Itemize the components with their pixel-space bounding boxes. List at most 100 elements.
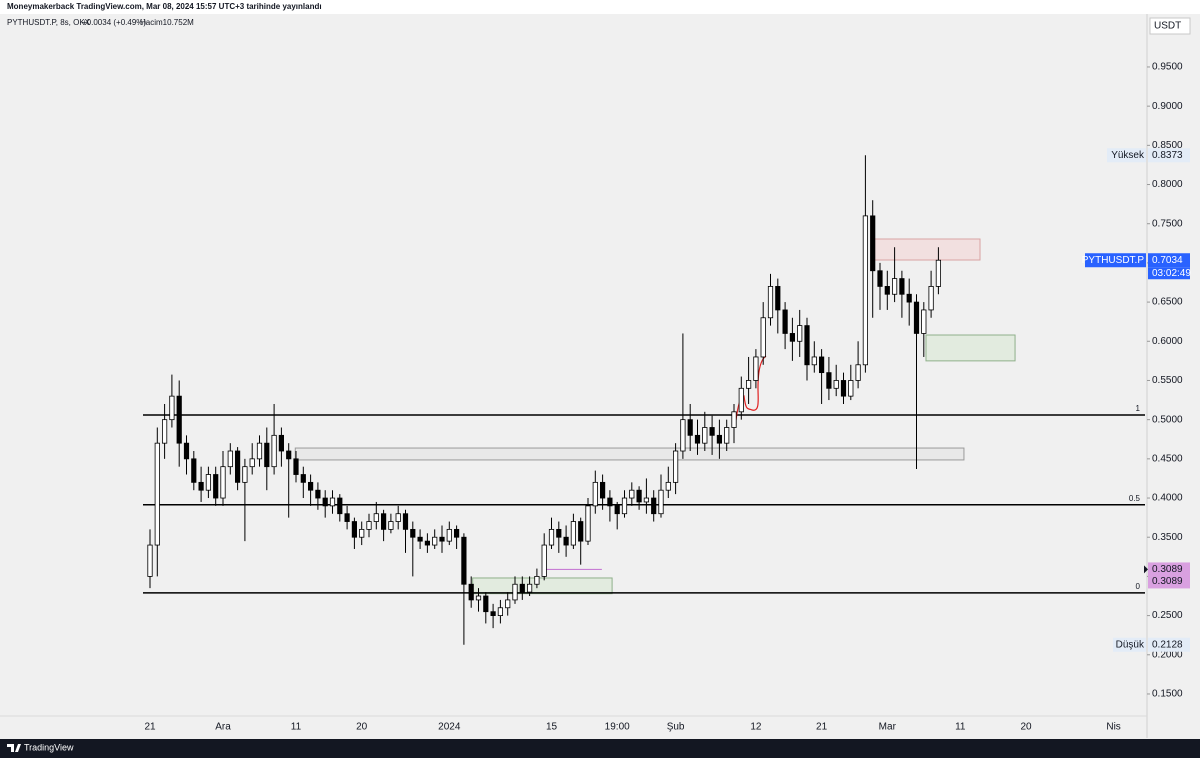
candle-body bbox=[410, 528, 416, 538]
y-tick-label: 0.4500 bbox=[1152, 453, 1183, 464]
price-tag-value: 0.3089 bbox=[1152, 564, 1183, 575]
candle-body bbox=[169, 395, 175, 421]
candle-body bbox=[490, 611, 496, 616]
candle-body bbox=[585, 505, 591, 542]
price-tag-box bbox=[1148, 637, 1190, 652]
candle-body bbox=[505, 599, 511, 609]
footer-bar bbox=[0, 739, 1200, 758]
candle-body bbox=[600, 481, 606, 499]
price-tag-value: 0.2128 bbox=[1152, 639, 1183, 650]
candle-body bbox=[643, 497, 650, 503]
candle-body bbox=[541, 544, 547, 577]
candle-body bbox=[607, 497, 613, 507]
candle-body bbox=[344, 513, 350, 522]
candle-body bbox=[782, 309, 788, 334]
candle-body bbox=[614, 505, 620, 515]
y-tick-label: 0.7500 bbox=[1152, 218, 1183, 229]
y-tick-label: 0.8000 bbox=[1152, 179, 1183, 190]
candle-body bbox=[380, 513, 387, 530]
candle-body bbox=[154, 442, 160, 546]
level-label: 0 bbox=[1136, 582, 1141, 591]
candle-body bbox=[278, 434, 285, 452]
candle-body bbox=[680, 419, 686, 452]
candle-body bbox=[161, 419, 168, 444]
candle-body bbox=[439, 536, 445, 542]
candle-body bbox=[826, 372, 832, 389]
candle-body bbox=[775, 286, 781, 311]
candle-body bbox=[738, 387, 744, 413]
level-label: 0.5 bbox=[1129, 494, 1141, 503]
zone bbox=[294, 447, 965, 461]
candle-body bbox=[746, 380, 752, 389]
candle-body bbox=[205, 474, 211, 491]
y-tick-label: 0.5500 bbox=[1152, 375, 1183, 386]
symbol: PYTHUSDT.P, 8s, OKX bbox=[7, 18, 91, 27]
candle-body bbox=[366, 521, 372, 530]
x-tick-label: 2024 bbox=[438, 722, 461, 733]
candle-body bbox=[395, 513, 401, 522]
candle-body bbox=[475, 595, 482, 601]
y-tick-label: 0.5000 bbox=[1152, 414, 1183, 425]
candle-body bbox=[322, 497, 328, 507]
candle-body bbox=[921, 309, 927, 334]
candle-body bbox=[359, 528, 365, 538]
currency-box[interactable] bbox=[1149, 17, 1191, 35]
candle-body bbox=[453, 528, 460, 538]
x-tick-label: 20 bbox=[356, 722, 368, 733]
candle-body bbox=[249, 458, 255, 468]
candle-body bbox=[417, 536, 423, 542]
change: +0.0034 (+0.49%) bbox=[82, 18, 146, 27]
y-tick-label: 0.1500 bbox=[1152, 689, 1183, 700]
zone bbox=[871, 238, 981, 261]
candle-body bbox=[760, 317, 766, 358]
candle-body bbox=[906, 293, 912, 303]
candle-body bbox=[213, 474, 219, 499]
candle-body bbox=[147, 544, 153, 577]
candle-body bbox=[651, 497, 657, 515]
candle-body bbox=[315, 489, 321, 499]
published-text: Moneymakerback TradingView.com, Mar 08, … bbox=[7, 2, 322, 11]
candle-body bbox=[534, 576, 540, 585]
candle-body bbox=[176, 395, 182, 444]
candle-body bbox=[877, 270, 883, 287]
candle-body bbox=[351, 521, 358, 538]
volume: Hacim10.752M bbox=[140, 18, 194, 27]
y-tick-label: 0.9500 bbox=[1152, 62, 1183, 73]
candle-body bbox=[446, 528, 452, 542]
candle-body bbox=[424, 540, 431, 546]
candle-body bbox=[694, 434, 701, 444]
candle-body bbox=[811, 356, 817, 366]
zone bbox=[925, 334, 1016, 362]
candle-body bbox=[388, 521, 394, 530]
price-tag-value: 0.7034 bbox=[1152, 255, 1183, 266]
candle-body bbox=[833, 380, 839, 389]
candle-body bbox=[913, 301, 920, 334]
candle-body bbox=[840, 380, 847, 397]
candle-body bbox=[402, 513, 409, 530]
y-tick-label: 0.8500 bbox=[1152, 140, 1183, 151]
candle-body bbox=[702, 427, 708, 444]
price-tag-box bbox=[1148, 253, 1190, 268]
price-tag-box bbox=[1148, 574, 1190, 589]
x-tick-label: Mar bbox=[879, 722, 897, 733]
candle-body bbox=[819, 356, 825, 374]
candle-body bbox=[527, 583, 533, 593]
candle-body bbox=[286, 450, 292, 460]
candle-body bbox=[570, 521, 577, 546]
currency: USDT bbox=[1154, 21, 1181, 32]
candle-body bbox=[220, 466, 226, 499]
candle-body bbox=[767, 286, 774, 319]
brand: TradingView bbox=[24, 742, 74, 752]
candle-body bbox=[636, 489, 642, 503]
candle-body bbox=[563, 536, 569, 546]
countdown-box bbox=[1148, 267, 1190, 280]
y-tick-label: 0.3500 bbox=[1152, 532, 1183, 543]
candle-body bbox=[337, 497, 343, 515]
y-tick-label: 0.6500 bbox=[1152, 297, 1183, 308]
candle-body bbox=[483, 595, 489, 613]
x-tick-label: Nis bbox=[1106, 722, 1120, 733]
x-tick-label: 15 bbox=[546, 722, 558, 733]
candle-body bbox=[548, 528, 555, 546]
x-tick-label: Şub bbox=[667, 722, 685, 733]
